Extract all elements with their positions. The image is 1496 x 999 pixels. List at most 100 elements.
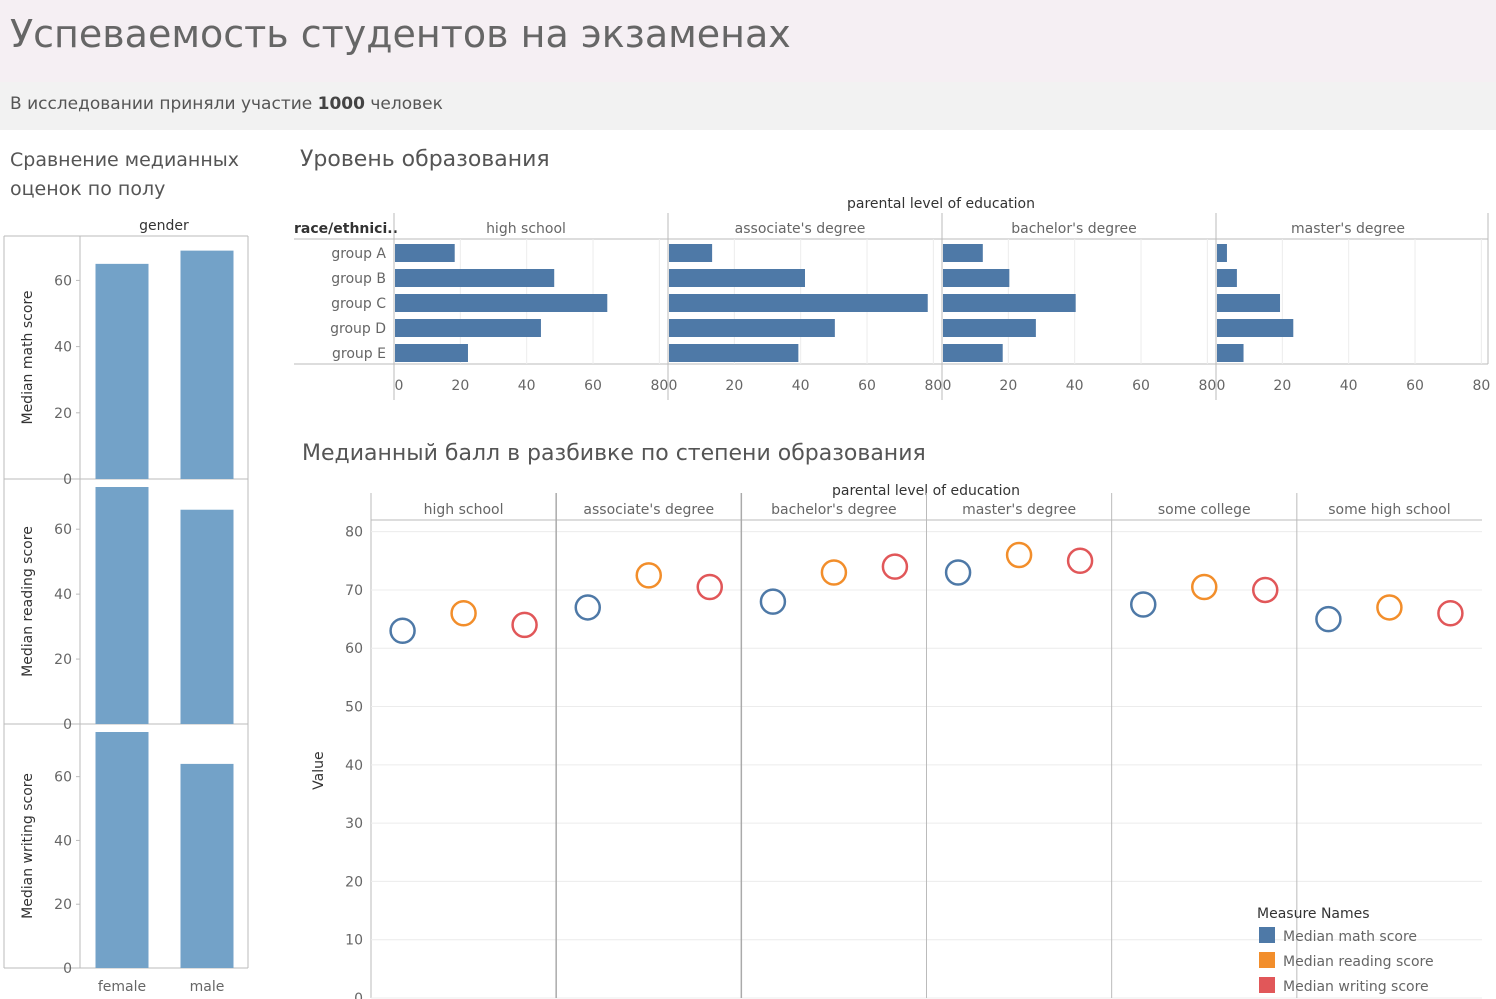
education-row-label: group A [331,246,386,262]
education-bar [1217,319,1294,337]
median-y-tick-label: 60 [345,641,363,657]
median-y-tick-label: 30 [345,816,363,832]
gender-y-tick-label: 0 [63,472,72,488]
education-column-label: high school [486,221,566,237]
gender-y-tick-label: 60 [54,522,72,538]
median-column-label: master's degree [962,502,1076,518]
median-score-point [511,611,538,639]
education-x-tick-label: 20 [999,378,1017,394]
education-x-tick-label: 0 [1217,378,1226,394]
page-title: Успеваемость студентов на экзаменах [10,12,791,56]
gender-y-tick-label: 20 [54,406,72,422]
education-column-header: parental level of education [847,196,1035,212]
gender-y-axis-label: Median reading score [20,526,36,677]
median-column-label: associate's degree [583,502,714,518]
education-bar [395,269,555,287]
education-x-tick-label: 60 [858,378,876,394]
gender-bar [180,509,234,724]
education-bar [1217,294,1281,312]
median-score-point [450,600,477,627]
gender-y-tick-label: 0 [63,961,72,977]
median-score-point [1191,573,1218,601]
education-bar [669,344,799,362]
median-y-tick-label: 40 [345,758,363,774]
median-score-point [1066,547,1094,575]
education-bar [943,269,1010,287]
education-row-label: group E [332,346,386,362]
gender-x-tick-label: female [98,979,146,995]
median-column-label: bachelor's degree [771,502,897,518]
page-subtitle: В исследовании приняли участие 1000 чело… [10,94,443,114]
education-x-tick-label: 20 [725,378,743,394]
education-bar [1217,344,1244,362]
legend-label: Median math score [1283,929,1417,945]
median-scores-chart-title: Медианный балл в разбивке по степени обр… [302,441,926,466]
education-bar [395,244,455,262]
median-score-point [574,594,601,621]
subtitle-suffix: человек [364,94,443,114]
education-bar [395,319,541,337]
median-score-point [881,553,909,580]
median-score-point [1252,576,1279,604]
education-x-tick-label: 20 [451,378,469,394]
gender-y-tick-label: 40 [54,833,72,849]
education-x-tick-label: 40 [518,378,536,394]
gender-y-tick-label: 60 [54,273,72,289]
gender-column-header: gender [139,218,189,234]
education-bar [669,319,835,337]
median-score-point [1005,541,1033,569]
median-y-tick-label: 50 [345,700,363,716]
median-y-tick-label: 0 [354,991,363,999]
education-x-tick-label: 80 [650,378,668,394]
median-score-point [1376,594,1403,621]
median-y-axis-label: Value [311,751,327,789]
education-x-tick-label: 0 [943,378,952,394]
gender-y-tick-label: 60 [54,770,72,786]
legend-label: Median writing score [1283,979,1429,995]
median-y-tick-label: 10 [345,933,363,949]
median-column-label: some high school [1328,502,1450,518]
education-bar [1217,269,1237,287]
median-y-tick-label: 80 [345,525,363,541]
subtitle-prefix: В исследовании приняли участие [10,94,318,114]
legend-swatch [1259,927,1275,943]
education-x-tick-label: 80 [1198,378,1216,394]
gender-y-axis-label: Median writing score [20,773,36,919]
gender-y-tick-label: 40 [54,587,72,603]
gender-y-tick-label: 0 [63,717,72,733]
legend-label: Median reading score [1283,954,1434,970]
median-column-header: parental level of education [832,483,1020,499]
median-score-point [820,559,848,586]
median-score-point [944,559,972,586]
median-score-point [1437,600,1464,627]
education-bar [395,294,608,312]
education-bar [943,319,1036,337]
legend-swatch [1259,977,1275,993]
education-bar [943,344,1003,362]
legend-title: Measure Names [1257,906,1370,922]
education-x-tick-label: 20 [1273,378,1291,394]
education-x-tick-label: 0 [669,378,678,394]
education-bar [669,294,928,312]
education-x-tick-label: 40 [1340,378,1358,394]
gender-bar [180,763,234,968]
education-column-label: bachelor's degree [1011,221,1137,237]
gender-chart-title: Сравнение медианных оценок по полу [10,149,240,200]
median-score-point [635,562,662,589]
median-y-tick-label: 20 [345,874,363,890]
education-bar [395,344,468,362]
gender-y-axis-label: Median math score [20,290,36,424]
education-row-header: race/ethnici.. [294,221,398,237]
education-bar [1217,244,1227,262]
education-row-label: group D [330,321,386,337]
education-column-label: master's degree [1291,221,1405,237]
education-x-tick-label: 40 [792,378,810,394]
subtitle-count: 1000 [317,94,365,114]
education-bar [943,244,983,262]
gender-bar [95,487,149,724]
education-x-tick-label: 0 [395,378,404,394]
median-score-point [1130,591,1157,618]
education-x-tick-label: 60 [584,378,602,394]
education-x-tick-label: 60 [1132,378,1150,394]
